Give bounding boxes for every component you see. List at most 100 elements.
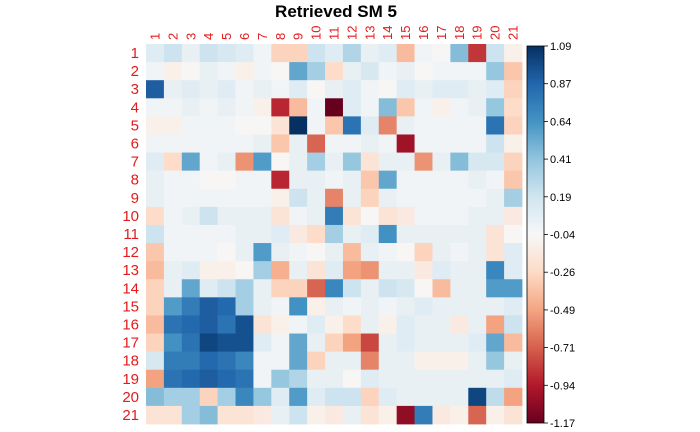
heatmap-cell (181, 62, 201, 81)
heatmap-cell (163, 44, 183, 63)
heatmap-cell (199, 62, 219, 81)
heatmap-cell (199, 279, 219, 298)
column-label: 8 (273, 33, 288, 40)
heatmap-cell (181, 98, 201, 117)
heatmap-cell (253, 188, 272, 208)
heatmap-cell (504, 152, 523, 172)
heatmap-cell (307, 333, 326, 353)
heatmap-cell (360, 98, 380, 117)
heatmap-cell (181, 369, 201, 389)
row-label: 3 (131, 81, 139, 98)
heatmap-cell (378, 170, 398, 190)
heatmap-cell (486, 134, 505, 153)
heatmap-cell (199, 44, 219, 63)
heatmap-cell (432, 152, 451, 172)
heatmap-cell (253, 98, 272, 117)
heatmap-cell (450, 44, 469, 63)
heatmap-cell (450, 116, 469, 135)
heatmap-cell (342, 261, 362, 280)
heatmap-cell (181, 297, 201, 316)
heatmap-cell (342, 98, 362, 117)
heatmap-cell (432, 333, 451, 353)
heatmap-cell (486, 369, 505, 389)
heatmap-cell (289, 369, 308, 389)
heatmap-cell (468, 134, 487, 153)
heatmap-cell (253, 405, 272, 425)
heatmap-cell (504, 297, 523, 316)
heatmap-cell (199, 224, 219, 244)
heatmap-cell (289, 279, 308, 298)
heatmap-cell (271, 261, 290, 280)
heatmap-cell (146, 224, 165, 244)
heatmap-cell (360, 152, 380, 172)
row-label: 13 (122, 262, 139, 279)
heatmap-cell (163, 170, 183, 190)
heatmap-cell (253, 134, 272, 153)
column-label: 15 (398, 26, 413, 40)
heatmap-cell (253, 80, 272, 99)
heatmap-cell (325, 261, 344, 280)
heatmap-cell (378, 369, 398, 389)
heatmap-cell (289, 134, 308, 153)
heatmap-cell (217, 351, 236, 371)
heatmap-cell (289, 261, 308, 280)
heatmap-cell (450, 387, 469, 407)
heatmap-cell (504, 351, 523, 371)
heatmap-cell (217, 152, 236, 172)
heatmap-cell (289, 297, 308, 316)
heatmap-cell (360, 279, 380, 298)
heatmap-cell (289, 98, 308, 117)
heatmap-cell (342, 279, 362, 298)
heatmap-cell (414, 206, 433, 226)
heatmap-cell (146, 134, 165, 153)
heatmap-cell (217, 369, 236, 389)
heatmap-cell (217, 279, 236, 298)
heatmap-cell (307, 405, 326, 425)
heatmap-cell (468, 333, 487, 353)
heatmap-cell (360, 369, 380, 389)
heatmap-cell (450, 224, 469, 244)
heatmap-cell (360, 297, 380, 316)
heatmap-cell (307, 315, 326, 334)
heatmap-cell (271, 188, 290, 208)
heatmap-cell (360, 206, 380, 226)
heatmap-cell (199, 98, 219, 117)
heatmap-cell (217, 297, 236, 316)
heatmap-cell (414, 315, 433, 334)
heatmap-cell (432, 405, 451, 425)
heatmap-cell (504, 116, 523, 135)
heatmap-cell (468, 351, 487, 371)
heatmap-cell (325, 116, 344, 135)
heatmap-cell (342, 80, 362, 99)
heatmap-cell (396, 297, 415, 316)
heatmap-cell (181, 206, 201, 226)
heatmap-cell (378, 405, 398, 425)
heatmap-cell (307, 170, 326, 190)
heatmap-cell (146, 80, 165, 99)
column-label: 3 (183, 33, 198, 40)
heatmap-cell (504, 224, 523, 244)
heatmap-cell (468, 152, 487, 172)
heatmap-cell (235, 116, 254, 135)
heatmap-cell (432, 134, 451, 153)
heatmap-cell (360, 243, 380, 262)
heatmap-cell (378, 188, 398, 208)
heatmap-cell (342, 134, 362, 153)
column-labels: 1 2 3 4 5 6 7 8 9 10 11 12 13 14 15 16 17 18 19 20 21 (147, 26, 520, 40)
heatmap-cell (163, 261, 183, 280)
heatmap-cell (289, 387, 308, 407)
heatmap-cell (253, 44, 272, 63)
heatmap-cell (271, 351, 290, 371)
colorbar-tick-label: 0.19 (550, 192, 571, 204)
heatmap-cell (199, 243, 219, 262)
heatmap-cell (289, 243, 308, 262)
heatmap-cell (468, 405, 487, 425)
colorbar-ticks: 1.09 0.87 0.64 0.41 0.19 -0.04 -0.26 -0.49 -0.71… (544, 41, 575, 430)
heatmap-cell (378, 387, 398, 407)
heatmap-cell (307, 279, 326, 298)
heatmap-cell (414, 261, 433, 280)
heatmap-cell (271, 98, 290, 117)
heatmap-cell (271, 62, 290, 81)
heatmap-cell (342, 243, 362, 262)
